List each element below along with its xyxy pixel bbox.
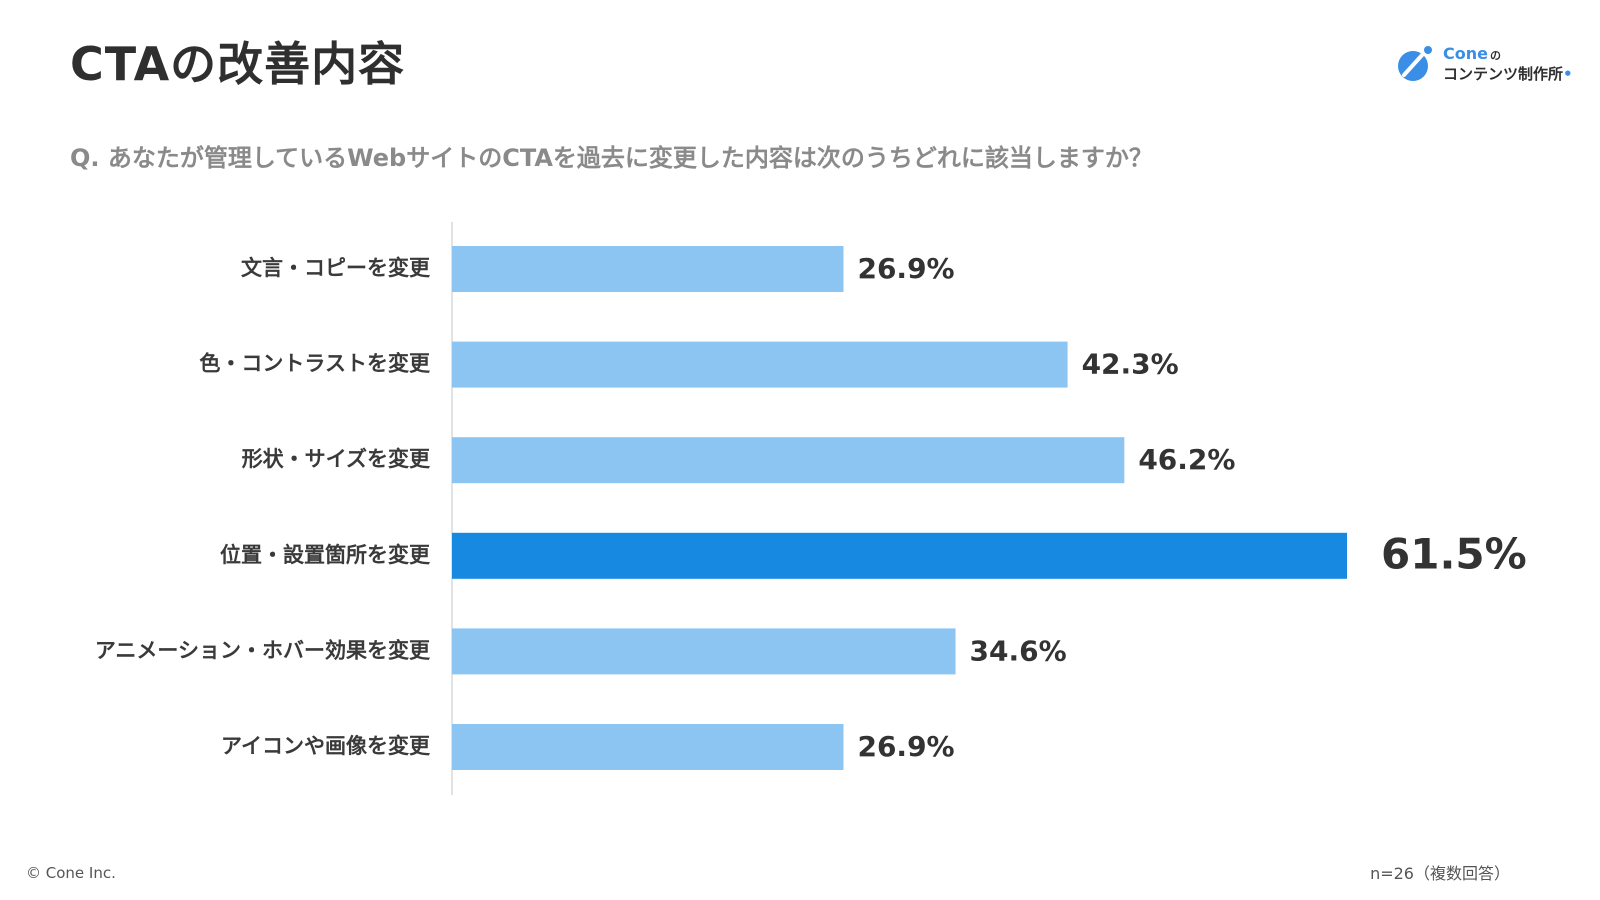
category-label-1: 文言・コピーを変更 <box>241 256 431 280</box>
copyright: © Cone Inc. <box>26 864 116 882</box>
bar-2 <box>452 341 1068 388</box>
bar-3 <box>452 437 1125 484</box>
bar-1 <box>452 246 844 292</box>
page-title: CTAの改善内容 <box>70 37 406 91</box>
survey-question: Q. あなたが管理しているWebサイトのCTAを過去に変更した内容は次のうちどれ… <box>70 144 1153 172</box>
bar-4 <box>452 532 1347 579</box>
logo-text-top: Cone の <box>1443 44 1501 63</box>
sample-size-note: n=26（複数回答） <box>1370 864 1510 883</box>
logo-text-bottom: コンテンツ制作所• <box>1443 65 1573 83</box>
value-label-5: 34.6% <box>970 634 1067 667</box>
category-label-2: 色・コントラストを変更 <box>199 352 431 376</box>
cone-logo-icon <box>1398 46 1432 81</box>
category-label-4: 位置・設置箇所を変更 <box>220 543 431 567</box>
value-label-1: 26.9% <box>857 252 954 285</box>
company-logo: Cone の コンテンツ制作所• <box>1395 44 1585 88</box>
value-label-3: 46.2% <box>1138 443 1235 476</box>
value-label-2: 42.3% <box>1082 348 1179 381</box>
bar-6 <box>452 724 844 770</box>
category-label-5: アニメーション・ホバー効果を変更 <box>95 638 431 662</box>
value-label-6: 26.9% <box>857 730 954 763</box>
category-label-6: アイコンや画像を変更 <box>221 734 431 758</box>
value-label-4: 61.5% <box>1381 529 1527 578</box>
bar-5 <box>452 628 956 675</box>
category-label-3: 形状・サイズを変更 <box>242 447 431 471</box>
